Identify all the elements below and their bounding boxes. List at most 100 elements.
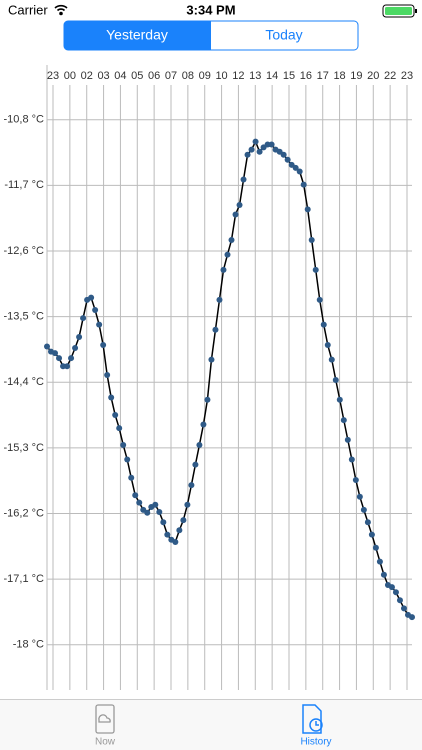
x-tick-label: 16 <box>300 70 312 82</box>
x-tick-label: 06 <box>148 70 160 82</box>
data-point <box>360 506 367 513</box>
data-point <box>409 614 415 621</box>
data-point <box>232 211 239 218</box>
data-point <box>184 501 191 508</box>
data-point <box>236 202 243 209</box>
data-point <box>152 501 159 508</box>
data-point <box>216 296 223 303</box>
data-point <box>364 519 371 526</box>
data-point <box>88 294 95 301</box>
data-point <box>320 321 327 328</box>
carrier: Carrier <box>8 2 48 17</box>
data-point <box>72 344 79 351</box>
y-tick-label: -11,7 °C <box>4 179 44 191</box>
data-point <box>128 474 135 481</box>
data-point <box>192 461 199 468</box>
segmented-control: Yesterday Today <box>63 20 359 51</box>
data-point <box>396 597 403 604</box>
data-point <box>376 558 383 565</box>
segment-today[interactable]: Today <box>265 27 302 43</box>
y-tick-label: -15,3 °C <box>4 442 45 454</box>
x-tick-label: 14 <box>266 70 278 82</box>
data-point <box>76 334 83 341</box>
x-tick-label: 04 <box>114 70 126 82</box>
x-tick-label: 18 <box>333 70 345 82</box>
data-point <box>392 589 399 596</box>
y-tick-label: -13,5 °C <box>4 311 45 323</box>
y-tick-label: -14,4 °C <box>4 376 45 388</box>
data-point <box>268 141 275 148</box>
data-point <box>96 321 103 328</box>
data-point <box>300 181 307 188</box>
x-tick-label: 13 <box>249 70 261 82</box>
y-tick-label: -17,1 °C <box>4 573 45 585</box>
data-point <box>172 538 179 545</box>
battery-icon <box>382 4 417 18</box>
history-icon[interactable] <box>302 704 323 734</box>
data-point <box>224 251 231 258</box>
x-tick-label: 02 <box>81 70 93 82</box>
data-point <box>220 266 227 273</box>
data-point <box>252 138 259 145</box>
data-point <box>280 151 287 158</box>
data-point <box>336 396 343 403</box>
data-point <box>180 517 187 524</box>
data-point <box>296 168 303 175</box>
data-point <box>292 164 299 171</box>
data-point <box>80 315 87 322</box>
data-point <box>176 527 183 534</box>
x-tick-label: 23 <box>401 70 413 82</box>
data-point <box>204 396 211 403</box>
data-point <box>228 237 235 244</box>
segment-selected[interactable] <box>64 21 211 50</box>
data-point <box>52 350 59 357</box>
data-point <box>340 417 347 424</box>
data-point <box>64 363 71 370</box>
data-point <box>160 519 167 526</box>
x-tick-label: 20 <box>367 70 379 82</box>
data-point <box>380 571 387 578</box>
data-point <box>400 605 407 612</box>
x-tick-label: 15 <box>283 70 295 82</box>
clock: 3:34 PM <box>186 2 235 17</box>
data-point <box>240 176 247 183</box>
x-tick-label: 10 <box>215 70 227 82</box>
now-icon[interactable] <box>95 704 115 734</box>
tab-bar-bg <box>0 699 422 750</box>
data-point <box>212 326 219 333</box>
data-point <box>256 148 263 155</box>
data-point <box>120 441 127 448</box>
data-point <box>164 531 171 538</box>
data-point <box>372 544 379 551</box>
x-tick-label: 22 <box>384 70 396 82</box>
tab-now[interactable]: Now <box>95 737 116 748</box>
y-tick-label: -10,8 °C <box>4 114 45 126</box>
x-tick-label: 08 <box>182 70 194 82</box>
data-point <box>348 456 355 463</box>
x-tick-label: 09 <box>199 70 211 82</box>
y-tick-label: -16,2 °C <box>4 507 45 519</box>
temperature-line <box>46 139 413 618</box>
tab-history[interactable]: History <box>300 737 331 748</box>
chart: 23 00 02 03 04 05 06 07 08 09 10 12 13 14 15 16 17 18 19 20… <box>4 65 415 690</box>
x-tick-label: 03 <box>97 70 109 82</box>
x-tick-label: 00 <box>64 70 76 82</box>
x-tick-label: 07 <box>165 70 177 82</box>
data-point <box>132 492 139 499</box>
data-point <box>112 412 119 419</box>
data-point <box>56 355 63 362</box>
data-point <box>108 394 115 401</box>
data-point <box>308 237 315 244</box>
data-point <box>136 499 143 506</box>
data-point <box>312 266 319 273</box>
segment-yesterday[interactable]: Yesterday <box>106 27 168 43</box>
data-point <box>92 307 99 314</box>
data-point <box>104 371 111 378</box>
data-point <box>316 296 323 303</box>
data-point <box>324 342 331 349</box>
x-tick-label: 12 <box>232 70 244 82</box>
data-point <box>188 482 195 489</box>
data-point <box>248 146 255 153</box>
data-point <box>208 356 215 363</box>
data-point <box>352 476 359 483</box>
